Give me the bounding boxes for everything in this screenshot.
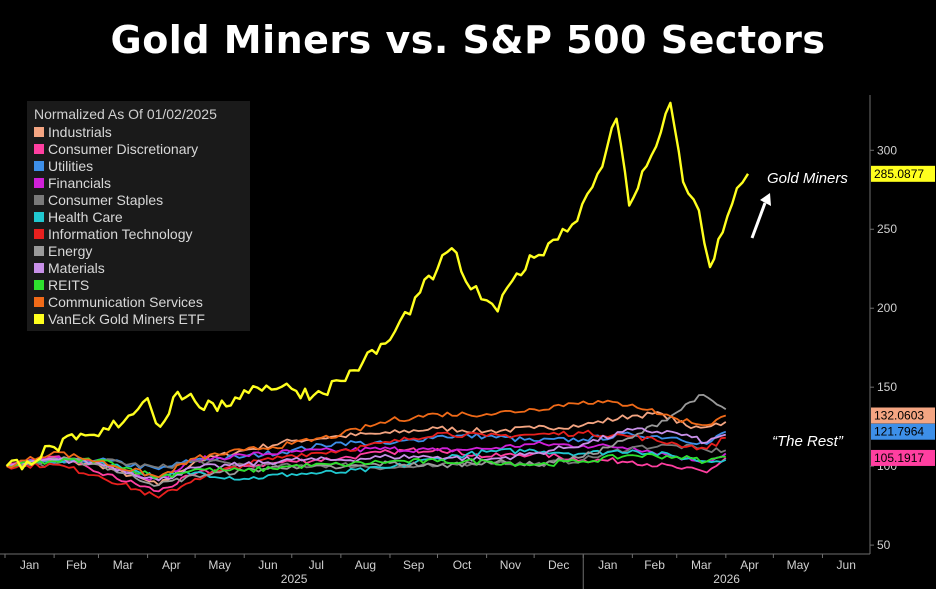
x-tick-label: Sep [403, 558, 425, 572]
series-line-energy [6, 394, 727, 487]
y-tick-label: 50 [877, 538, 891, 552]
legend-item: Consumer Discretionary [34, 140, 250, 157]
y-tick-label: 150 [877, 380, 897, 394]
x-tick-label: Apr [740, 558, 759, 572]
end-value-label: 121.7964 [874, 425, 924, 439]
end-value-badge [871, 423, 935, 440]
x-tick-label: Oct [453, 558, 472, 572]
legend-item: Health Care [34, 208, 250, 225]
end-value-badge [871, 407, 935, 424]
legend-item: Communication Services [34, 293, 250, 310]
y-tick-label: 300 [877, 143, 897, 157]
arrow-head [760, 193, 771, 206]
end-value-label: 105.1917 [874, 451, 924, 465]
legend-label: Materials [48, 259, 105, 276]
legend-item: REITS [34, 276, 250, 293]
legend-label: Consumer Staples [48, 191, 164, 208]
chart-title: Gold Miners vs. S&P 500 Sectors [110, 18, 826, 62]
x-tick-label: Mar [113, 558, 134, 572]
legend-label: VanEck Gold Miners ETF [48, 310, 205, 327]
the-rest-annotation: “The Rest” [772, 433, 843, 450]
year-label: 2026 [713, 572, 740, 586]
end-value-label: 285.0877 [874, 167, 924, 181]
x-tick-label: Apr [162, 558, 181, 572]
series-line-materials [6, 427, 727, 482]
end-value-label: 132.0603 [874, 409, 924, 423]
gold-miners-annotation: Gold Miners [767, 170, 848, 187]
legend-swatch [34, 194, 44, 205]
x-tick-label: Dec [548, 558, 569, 572]
end-value-badge [871, 165, 935, 182]
legend-item: Energy [34, 242, 250, 259]
x-tick-label: May [208, 558, 231, 572]
legend-swatch [34, 296, 44, 307]
legend-label: Information Technology [48, 225, 193, 242]
legend-label: Industrials [48, 123, 112, 140]
series-line-communication-services [6, 399, 727, 479]
legend-title: Normalized As Of 01/02/2025 [34, 106, 217, 122]
legend-item: Materials [34, 259, 250, 276]
legend-item: Financials [34, 174, 250, 191]
x-tick-label: Jul [309, 558, 324, 572]
y-tick-label: 200 [877, 301, 897, 315]
x-tick-label: Jan [598, 558, 617, 572]
legend-label: REITS [48, 276, 90, 293]
legend-swatch [34, 126, 44, 137]
legend-item: Consumer Staples [34, 191, 250, 208]
x-tick-label: Jun [837, 558, 856, 572]
x-tick-label: Aug [355, 558, 376, 572]
y-tick-label: 250 [877, 222, 897, 236]
legend-item: VanEck Gold Miners ETF [34, 310, 250, 327]
legend: Normalized As Of 01/02/2025 Industrials C… [27, 101, 250, 331]
x-tick-label: Jan [20, 558, 39, 572]
legend-swatch [34, 211, 44, 222]
x-tick-label: Feb [644, 558, 665, 572]
x-tick-label: Nov [500, 558, 521, 572]
legend-swatch [34, 262, 44, 273]
legend-swatch [34, 279, 44, 290]
end-value-badge [871, 449, 935, 466]
x-tick-label: Feb [66, 558, 87, 572]
legend-swatch [34, 177, 44, 188]
legend-item: Information Technology [34, 225, 250, 242]
x-tick-label: May [787, 558, 810, 572]
x-tick-label: Mar [691, 558, 712, 572]
legend-swatch [34, 143, 44, 154]
legend-swatch [34, 160, 44, 171]
legend-swatch [34, 313, 44, 324]
legend-item: Industrials [34, 123, 250, 140]
series-line-industrials [6, 411, 727, 486]
legend-label: Energy [48, 242, 93, 259]
year-label: 2025 [281, 572, 308, 586]
legend-label: Utilities [48, 157, 94, 174]
legend-label: Consumer Discretionary [48, 140, 199, 157]
legend-label: Health Care [48, 208, 123, 225]
series-line-consumer-discretionary [6, 447, 727, 493]
arrow-shaft [750, 202, 767, 239]
legend-item: Utilities [34, 157, 250, 174]
legend-swatch [34, 228, 44, 239]
x-tick-label: Jun [258, 558, 277, 572]
series-line-vaneck-gold-miners-etf [5, 101, 750, 471]
legend-swatch [34, 245, 44, 256]
legend-label: Financials [48, 174, 112, 191]
legend-label: Communication Services [48, 293, 203, 310]
series-line-reits [6, 453, 726, 479]
